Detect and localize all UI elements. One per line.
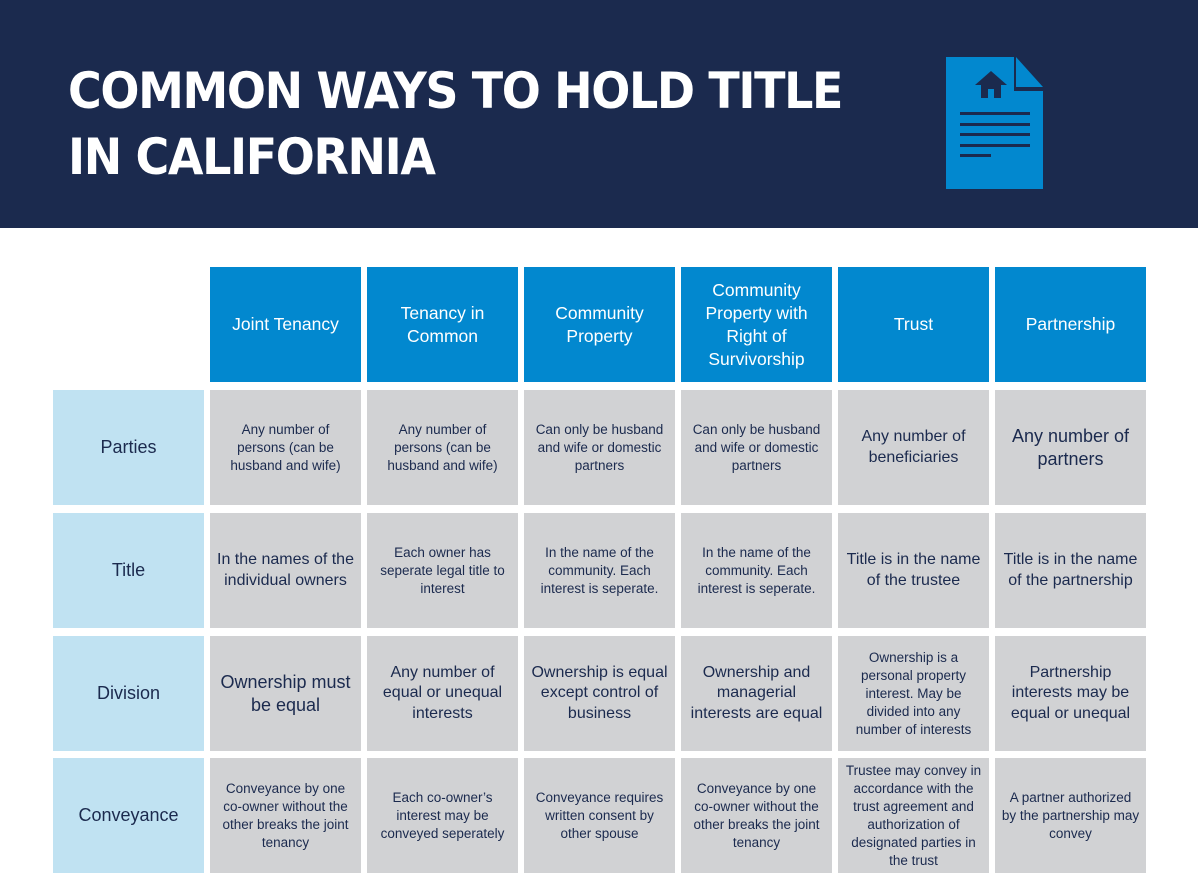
header-banner: COMMON WAYS TO HOLD TITLE IN CALIFORNIA <box>0 0 1198 228</box>
table-cell: Any number of persons (can be husband an… <box>210 390 361 505</box>
table-cell: Conveyance requires written consent by o… <box>524 758 675 873</box>
table-cell: In the name of the community. Each inter… <box>524 513 675 628</box>
column-header: Community Property <box>524 267 675 382</box>
column-header: Partnership <box>995 267 1146 382</box>
table-cell: Ownership is equal except control of bus… <box>524 636 675 751</box>
page-title: COMMON WAYS TO HOLD TITLE IN CALIFORNIA <box>68 58 843 190</box>
table-cell: Conveyance by one co-owner without the o… <box>681 758 832 873</box>
row-header-division: Division <box>53 636 204 751</box>
title-line-2: IN CALIFORNIA <box>68 128 436 186</box>
table-cell: In the name of the community. Each inter… <box>681 513 832 628</box>
column-header: Joint Tenancy <box>210 267 361 382</box>
table-cell: In the names of the individual owners <box>210 513 361 628</box>
table-cell: Title is in the name of the partnership <box>995 513 1146 628</box>
table-cell: Can only be husband and wife or domestic… <box>681 390 832 505</box>
table-cell: Each co-owner’s interest may be conveyed… <box>367 758 518 873</box>
row-header-parties: Parties <box>53 390 204 505</box>
table-cell: Ownership must be equal <box>210 636 361 751</box>
table-cell: A partner authorized by the partnership … <box>995 758 1146 873</box>
table-cell: Ownership and managerial interests are e… <box>681 636 832 751</box>
table-cell: Any number of persons (can be husband an… <box>367 390 518 505</box>
column-header: Trust <box>838 267 989 382</box>
column-header: Community Property with Right of Survivo… <box>681 267 832 382</box>
table-cell: Title is in the name of the trustee <box>838 513 989 628</box>
column-header: Tenancy in Common <box>367 267 518 382</box>
table-cell: Partnership interests may be equal or un… <box>995 636 1146 751</box>
table-cell: Ownership is a personal property interes… <box>838 636 989 751</box>
title-line-1: COMMON WAYS TO HOLD TITLE <box>68 62 843 120</box>
table-cell: Can only be husband and wife or domestic… <box>524 390 675 505</box>
row-header-conveyance: Conveyance <box>53 758 204 873</box>
table-cell: Any number of partners <box>995 390 1146 505</box>
house-document-icon <box>946 57 1043 189</box>
row-header-title: Title <box>53 513 204 628</box>
table-cell: Each owner has seperate legal title to i… <box>367 513 518 628</box>
table-cell: Any number of equal or unequal interests <box>367 636 518 751</box>
table-cell: Trustee may convey in accordance with th… <box>838 758 989 873</box>
table-cell: Any number of beneficiaries <box>838 390 989 505</box>
table-cell: Conveyance by one co-owner without the o… <box>210 758 361 873</box>
